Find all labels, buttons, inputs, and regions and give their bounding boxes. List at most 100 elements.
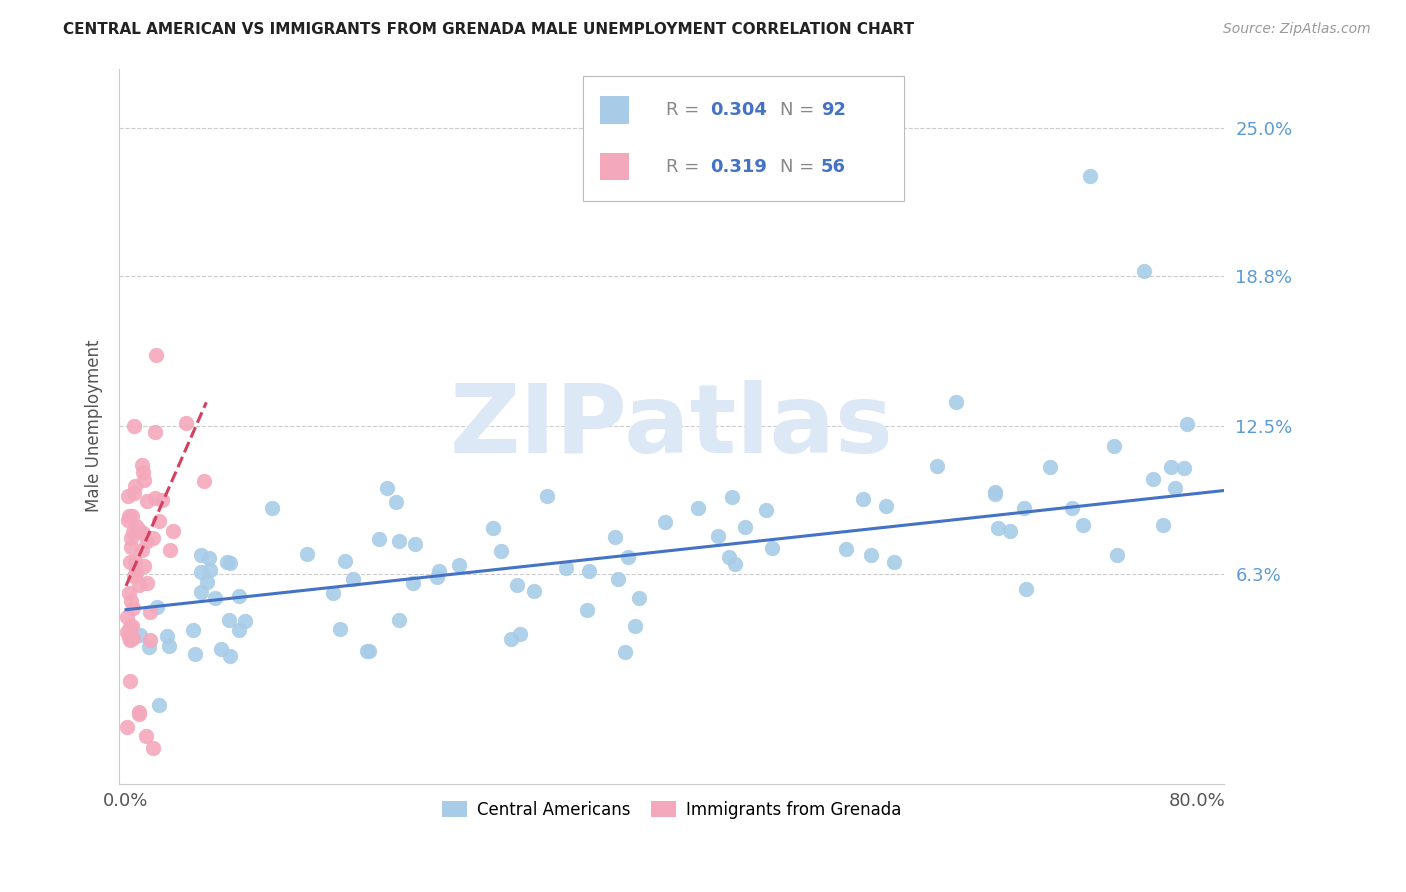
Point xyxy=(426,570,449,584)
Point xyxy=(128,578,150,592)
Point xyxy=(603,530,626,544)
Point xyxy=(1078,169,1101,183)
Point xyxy=(157,639,180,653)
Point xyxy=(509,627,531,641)
Point xyxy=(983,486,1005,500)
Point xyxy=(132,559,155,574)
Point xyxy=(506,577,529,591)
Point xyxy=(688,500,710,515)
Point xyxy=(125,519,148,533)
Point xyxy=(162,524,184,538)
Point xyxy=(138,640,160,654)
Point xyxy=(613,645,636,659)
Point xyxy=(724,558,747,572)
Text: CENTRAL AMERICAN VS IMMIGRANTS FROM GRENADA MALE UNEMPLOYMENT CORRELATION CHART: CENTRAL AMERICAN VS IMMIGRANTS FROM GREN… xyxy=(63,22,914,37)
Point xyxy=(852,491,875,506)
FancyBboxPatch shape xyxy=(583,76,904,201)
Point xyxy=(875,499,897,513)
Text: N =: N = xyxy=(780,101,820,119)
Point xyxy=(198,563,221,577)
Point xyxy=(131,458,153,472)
Point xyxy=(118,586,141,600)
Point xyxy=(198,550,221,565)
Point xyxy=(136,494,159,508)
Point xyxy=(204,591,226,605)
Point xyxy=(388,533,411,548)
Point xyxy=(117,610,139,624)
Point xyxy=(555,561,578,575)
Point xyxy=(120,632,142,647)
Point xyxy=(322,586,344,600)
Point xyxy=(404,537,426,551)
Point xyxy=(193,474,215,488)
Point xyxy=(121,509,143,524)
Point xyxy=(388,613,411,627)
Point xyxy=(174,416,197,430)
Point xyxy=(1160,460,1182,475)
Point xyxy=(501,632,523,646)
Point xyxy=(449,558,471,573)
Point xyxy=(627,591,650,605)
Point xyxy=(1012,500,1035,515)
Point xyxy=(131,542,153,557)
Point xyxy=(356,643,378,657)
Point xyxy=(998,524,1021,538)
Point xyxy=(190,549,212,563)
Point xyxy=(128,706,150,721)
Point xyxy=(576,603,599,617)
Point xyxy=(117,630,139,644)
Point xyxy=(117,624,139,639)
Point xyxy=(1133,264,1156,278)
Point xyxy=(139,605,162,619)
Point xyxy=(124,566,146,580)
Point xyxy=(215,555,238,569)
Point xyxy=(117,489,139,503)
Point xyxy=(1175,417,1198,432)
Point xyxy=(135,729,157,743)
Point xyxy=(145,348,167,362)
Point xyxy=(128,523,150,537)
Point xyxy=(150,493,173,508)
Point xyxy=(184,648,207,662)
Point xyxy=(132,465,155,479)
Point xyxy=(124,554,146,568)
Point xyxy=(129,628,152,642)
Point xyxy=(122,600,145,615)
Point xyxy=(117,513,139,527)
Point xyxy=(228,623,250,637)
Point xyxy=(228,589,250,603)
Point xyxy=(218,613,240,627)
Point xyxy=(983,484,1005,499)
Point xyxy=(357,643,380,657)
Point xyxy=(489,543,512,558)
Point xyxy=(148,514,170,528)
Point xyxy=(159,542,181,557)
Point xyxy=(138,633,160,648)
Point xyxy=(142,531,165,545)
Point xyxy=(122,569,145,583)
Point xyxy=(121,619,143,633)
Text: R =: R = xyxy=(666,158,711,176)
Point xyxy=(987,521,1010,535)
Point xyxy=(1142,472,1164,486)
Point xyxy=(120,555,142,569)
Point xyxy=(482,521,505,535)
Point xyxy=(860,548,883,562)
Point xyxy=(120,594,142,608)
Point xyxy=(148,698,170,712)
Point xyxy=(143,491,166,505)
Point xyxy=(761,541,783,555)
Point xyxy=(654,516,676,530)
Point xyxy=(121,525,143,540)
Point xyxy=(329,623,352,637)
Point xyxy=(122,486,145,500)
FancyBboxPatch shape xyxy=(600,153,630,180)
Point xyxy=(1105,548,1128,562)
Point xyxy=(835,542,858,557)
Point xyxy=(1173,460,1195,475)
Y-axis label: Male Unemployment: Male Unemployment xyxy=(86,340,103,512)
Point xyxy=(135,576,157,591)
Point xyxy=(883,555,905,569)
Point xyxy=(717,550,740,565)
Point xyxy=(118,632,141,647)
